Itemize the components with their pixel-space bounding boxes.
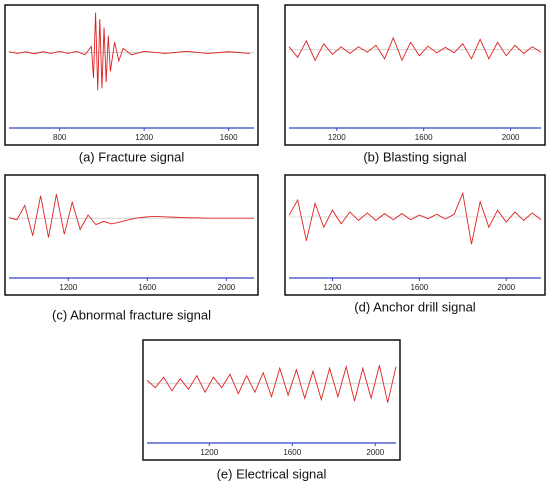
x-tick-label: 800 xyxy=(53,133,67,142)
x-tick-label: 1200 xyxy=(135,133,153,142)
panel-frame xyxy=(4,4,259,146)
x-tick-label: 2000 xyxy=(366,448,384,457)
signal-line xyxy=(8,194,254,238)
signal-line xyxy=(288,191,542,245)
x-tick-label: 1600 xyxy=(220,133,238,142)
x-tick-label: 1200 xyxy=(200,448,218,457)
caption: (a) Fracture signal xyxy=(79,149,185,164)
panel-frame xyxy=(142,339,401,461)
caption: (e) Electrical signal xyxy=(217,466,327,481)
panel-frame xyxy=(284,4,546,146)
caption: (d) Anchor drill signal xyxy=(354,299,475,314)
caption: (b) Blasting signal xyxy=(363,149,466,164)
x-tick-label: 2000 xyxy=(217,283,235,292)
signal-line xyxy=(8,12,250,91)
signal-line xyxy=(146,364,397,403)
x-tick-label: 1200 xyxy=(324,283,342,292)
signal-line xyxy=(288,36,542,62)
caption: (c) Abnormal fracture signal xyxy=(52,307,211,322)
panel-frame xyxy=(4,174,259,296)
panel-frame xyxy=(284,174,546,296)
x-tick-label: 2000 xyxy=(502,133,520,142)
x-tick-label: 1200 xyxy=(59,283,77,292)
x-tick-label: 1600 xyxy=(415,133,433,142)
x-tick-label: 2000 xyxy=(497,283,515,292)
x-tick-label: 1600 xyxy=(410,283,428,292)
x-tick-label: 1600 xyxy=(283,448,301,457)
x-tick-label: 1200 xyxy=(328,133,346,142)
x-tick-label: 1600 xyxy=(138,283,156,292)
